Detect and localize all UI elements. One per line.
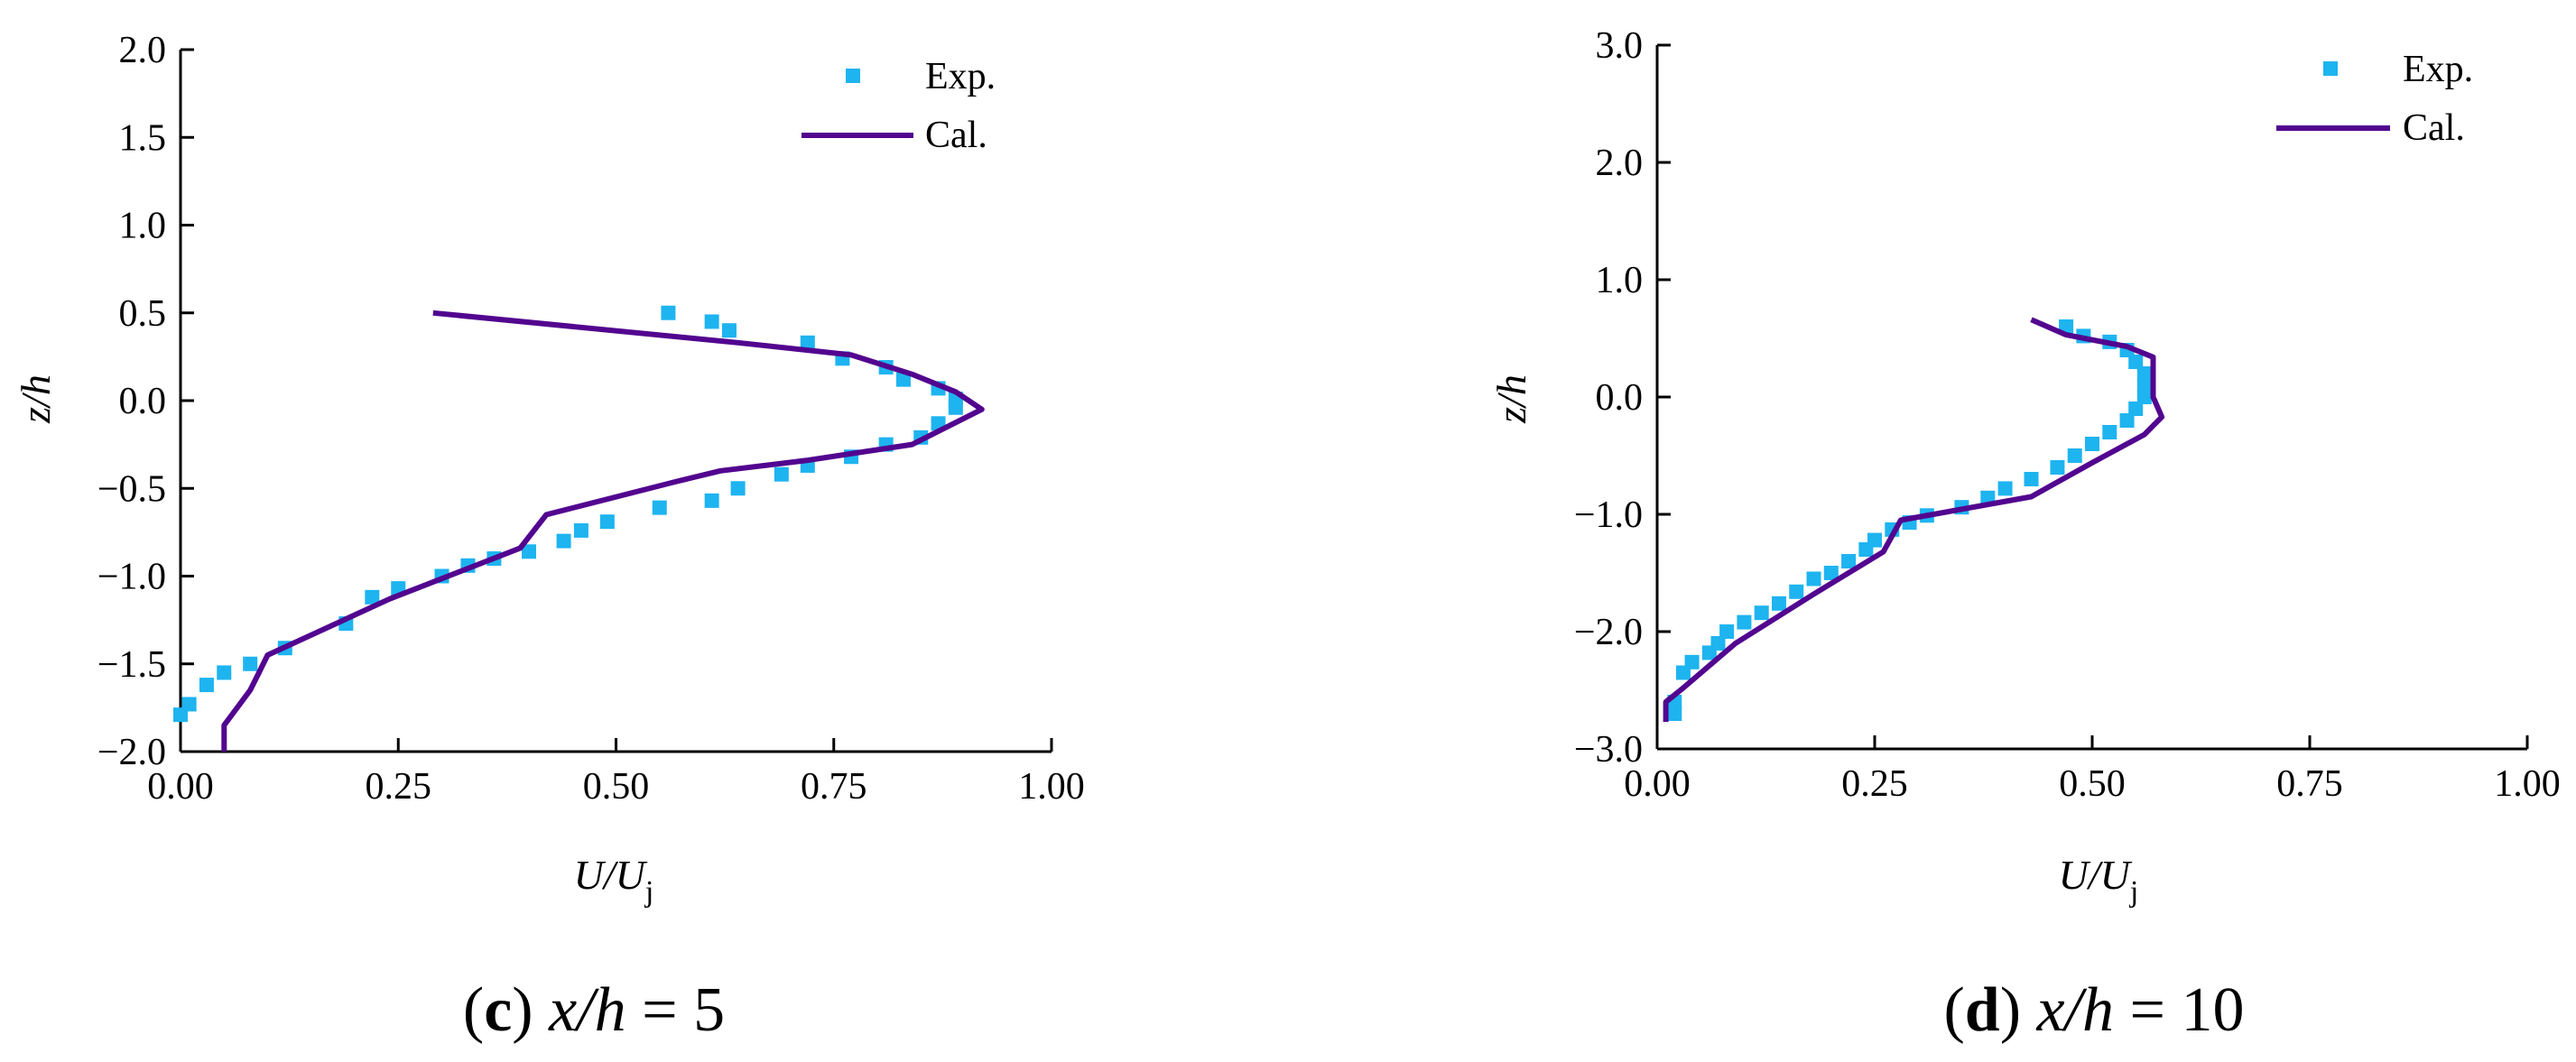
x-tick-label: 0.25: [366, 766, 432, 808]
data-point-exp: [1754, 605, 1769, 621]
data-point-exp: [243, 656, 258, 671]
y-tick-label: 1.0: [1596, 260, 1644, 301]
data-point-exp: [1771, 596, 1786, 611]
x-axis-label: U/Uj: [2059, 852, 2139, 909]
y-tick-label: 0.0: [1596, 377, 1644, 419]
data-point-exp: [895, 372, 911, 387]
data-point-exp: [652, 500, 667, 515]
x-tick-label: 1.00: [1018, 766, 1085, 808]
data-point-exp: [173, 707, 188, 723]
x-tick-label: 0.50: [2059, 763, 2126, 805]
data-point-exp: [2050, 460, 2065, 475]
data-point-exp: [704, 493, 719, 508]
x-tick-label: 0.00: [1624, 763, 1691, 805]
data-point-exp: [2085, 437, 2099, 451]
data-point-exp: [2102, 425, 2117, 439]
data-point-exp: [1675, 665, 1691, 680]
data-point-exp: [1719, 624, 1735, 639]
legend-label-exp: Exp.: [925, 56, 996, 97]
x-tick-label: 0.00: [147, 766, 214, 808]
y-tick-label: 1.0: [119, 206, 167, 247]
y-tick-label: 0.0: [119, 381, 167, 422]
x-tick-label: 0.75: [2276, 763, 2343, 805]
data-point-exp: [556, 533, 571, 549]
data-point-exp: [1841, 554, 1857, 568]
data-point-exp: [948, 400, 963, 415]
y-tick-label: −1.0: [97, 557, 166, 598]
data-point-exp: [2136, 366, 2152, 381]
data-point-exp: [800, 335, 815, 350]
series-cal-line: [1663, 317, 2165, 723]
y-tick-label: −0.5: [97, 468, 166, 510]
y-axis-label: z/h: [1488, 374, 1534, 424]
y-tick-label: −3.0: [1574, 729, 1643, 771]
data-point-exp: [1806, 571, 1821, 586]
x-tick-label: 0.25: [1841, 763, 1908, 805]
data-point-exp: [774, 466, 789, 482]
data-point-exp: [2128, 402, 2144, 416]
data-point-exp: [2136, 378, 2152, 392]
data-point-exp: [573, 522, 588, 538]
y-tick-label: 2.0: [119, 30, 167, 71]
panel-caption: (c) x/h = 5: [463, 975, 725, 1045]
data-point-exp: [2128, 355, 2144, 369]
data-point-exp: [217, 665, 232, 680]
series-cal-line: [221, 309, 985, 752]
x-tick-label: 0.50: [583, 766, 650, 808]
y-tick-label: −1.0: [1574, 494, 1643, 536]
data-point-exp: [2119, 413, 2135, 428]
data-point-exp: [1997, 481, 2013, 496]
data-point-exp: [721, 323, 737, 338]
data-point-exp: [522, 544, 536, 559]
legend-label-cal: Cal.: [925, 115, 987, 156]
panel-c: z/h U/Uj (c) x/h = 5 −2.0 −1.5 −1.0 −0.5 0.0…: [13, 30, 1085, 1045]
y-tick-label: 2.0: [1596, 143, 1644, 184]
data-point-exp: [1789, 584, 1804, 599]
legend-label-cal: Cal.: [2403, 107, 2465, 149]
data-point-exp: [1737, 614, 1752, 630]
data-point-exp: [599, 514, 615, 530]
data-point-exp: [2067, 448, 2082, 463]
legend-marker-exp: [2323, 61, 2338, 76]
legend-label-exp: Exp.: [2403, 49, 2473, 90]
y-tick-label: 3.0: [1596, 25, 1644, 67]
y-tick-label: −2.0: [97, 732, 166, 773]
y-axis-label: z/h: [13, 374, 59, 424]
legend-marker-exp: [846, 69, 860, 83]
y-tick-label: −1.5: [97, 644, 166, 686]
panel-caption: (d) x/h = 10: [1943, 975, 2244, 1045]
y-tick-label: 0.5: [119, 293, 167, 335]
data-point-exp: [2059, 319, 2074, 334]
x-tick-label: 0.75: [801, 766, 867, 808]
data-point-exp: [704, 314, 719, 329]
data-point-exp: [365, 589, 380, 605]
data-point-exp: [1858, 542, 1874, 557]
data-point-exp: [2136, 390, 2152, 404]
data-point-exp: [661, 305, 676, 320]
data-point-exp: [730, 481, 746, 496]
x-tick-label: 1.00: [2494, 763, 2561, 805]
data-point-exp: [199, 678, 214, 693]
data-point-exp: [1823, 566, 1839, 580]
x-axis-label: U/Uj: [574, 852, 654, 909]
y-tick-label: 1.5: [119, 117, 167, 159]
data-point-exp: [2024, 472, 2039, 486]
data-point-exp: [1701, 645, 1717, 660]
panel-d: z/h U/Uj (d) x/h = 10 −3.0 −2.0 −1.0 0.0 1.0…: [1488, 25, 2561, 1045]
y-tick-label: −2.0: [1574, 612, 1643, 653]
data-point-exp: [1667, 706, 1682, 721]
